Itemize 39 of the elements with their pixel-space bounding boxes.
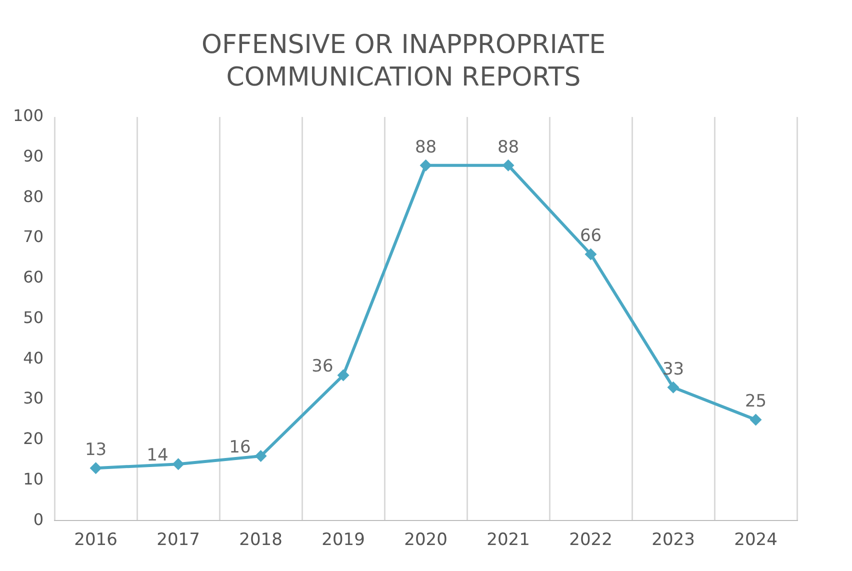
- point: [750, 414, 762, 426]
- x-tick-label: 2020: [404, 530, 448, 550]
- y-tick-label: 30: [23, 388, 44, 408]
- point: [667, 381, 680, 394]
- point: [502, 159, 514, 172]
- chart-title: OFFENSIVE OR INAPPROPRIATE COMMUNICATION REPORTS: [202, 30, 606, 92]
- data-label: 88: [497, 137, 520, 158]
- y-tick-label: 40: [23, 348, 44, 368]
- point: [254, 450, 267, 462]
- data-label: 33: [662, 359, 684, 380]
- y-tick-label: 70: [23, 227, 44, 246]
- point: [172, 458, 184, 470]
- data-label: 13: [84, 440, 107, 460]
- x-tick-label: 2017: [156, 530, 200, 550]
- y-tick-label: 100: [12, 106, 44, 126]
- data-label: 88: [414, 137, 437, 158]
- x-tick-label: 2021: [486, 530, 530, 550]
- x-tick-label: 2019: [322, 530, 365, 550]
- data-label: 36: [312, 356, 334, 377]
- y-tick-label: 50: [23, 308, 44, 327]
- y-tick-label: 20: [23, 429, 44, 448]
- y-tick-label: 80: [23, 186, 44, 206]
- y-tick-label: 90: [23, 146, 44, 166]
- data-label: 25: [744, 392, 767, 412]
- y-tick-label: 0: [33, 510, 44, 529]
- y-tick-label: 10: [23, 469, 44, 488]
- x-tick-label: 2022: [569, 530, 612, 550]
- x-tick-label: 2018: [239, 530, 282, 550]
- data-label: 16: [229, 437, 251, 458]
- data-label: 66: [580, 226, 602, 246]
- point: [90, 462, 102, 474]
- point: [584, 248, 597, 260]
- y-tick-label: 60: [23, 268, 44, 287]
- x-tick-label: 2023: [652, 530, 695, 550]
- point: [420, 159, 432, 172]
- data-label: 14: [146, 446, 168, 466]
- point: [337, 369, 350, 382]
- x-tick-label: 2024: [734, 530, 778, 550]
- x-tick-label: 2016: [74, 530, 118, 550]
